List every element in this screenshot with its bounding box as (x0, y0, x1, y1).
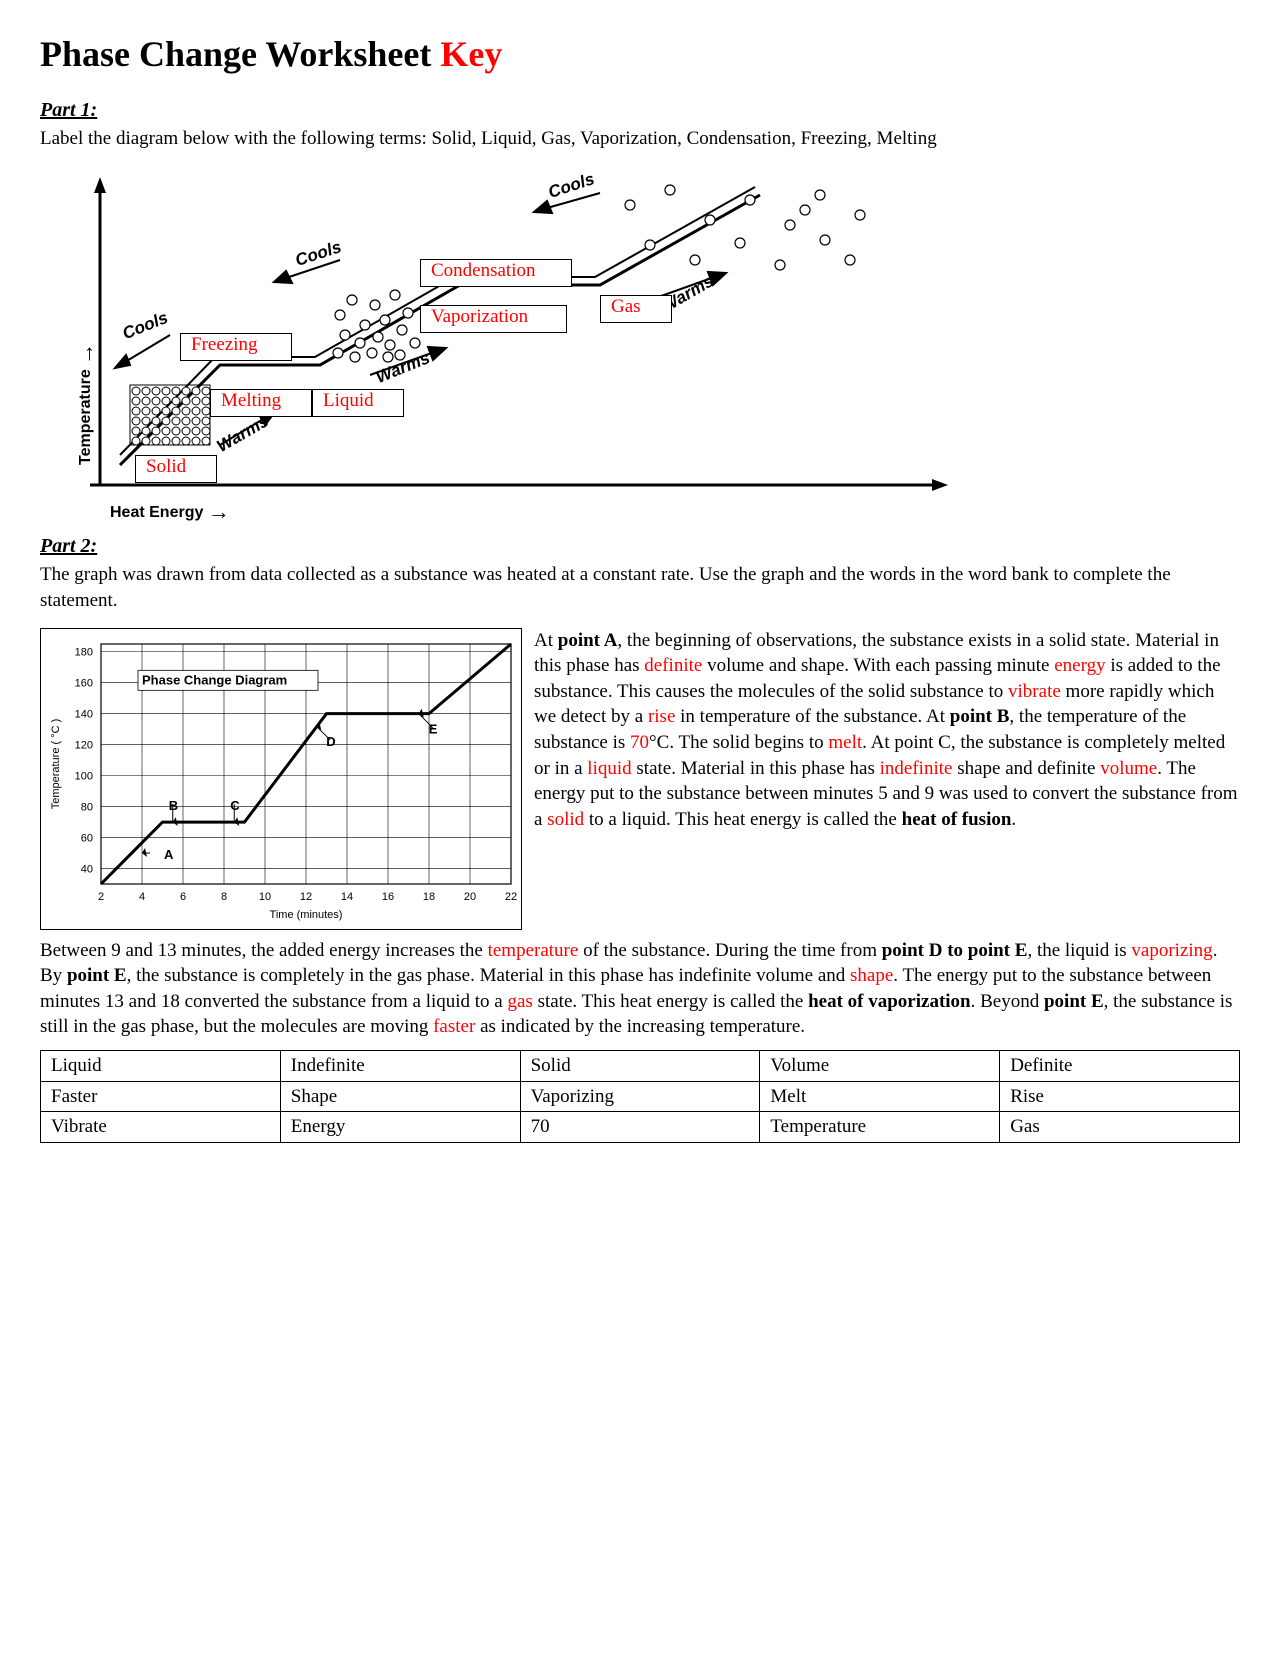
svg-text:12: 12 (300, 891, 312, 903)
svg-text:B: B (169, 798, 178, 813)
svg-text:100: 100 (75, 770, 93, 782)
svg-text:16: 16 (382, 891, 394, 903)
title-key: Key (440, 34, 502, 74)
word-bank-cell: Liquid (41, 1051, 281, 1082)
svg-text:140: 140 (75, 708, 93, 720)
word-bank-cell: Vaporizing (520, 1081, 760, 1112)
svg-text:40: 40 (81, 863, 93, 875)
part1-instruction: Label the diagram below with the followi… (40, 126, 1240, 152)
part2-intro: The graph was drawn from data collected … (40, 562, 1240, 613)
word-bank-table: LiquidIndefiniteSolidVolumeDefiniteFaste… (40, 1050, 1240, 1143)
svg-text:22: 22 (505, 891, 517, 903)
label-gas: Gas (600, 295, 672, 323)
phase-diagram-1: Temperature → Heat Energy → Cools Warms … (40, 165, 960, 525)
svg-text:160: 160 (75, 677, 93, 689)
diagram1-x-axis: Heat Energy → (110, 495, 230, 525)
label-solid: Solid (135, 455, 217, 483)
title-main: Phase Change Worksheet (40, 34, 440, 74)
part2-paragraph-bottom: Between 9 and 13 minutes, the added ener… (40, 938, 1240, 1041)
svg-text:Phase Change Diagram: Phase Change Diagram (142, 672, 287, 687)
word-bank-cell: Energy (280, 1112, 520, 1143)
word-bank-cell: Vibrate (41, 1112, 281, 1143)
part2-heading: Part 2: (40, 533, 1240, 560)
svg-text:2: 2 (98, 891, 104, 903)
svg-text:18: 18 (423, 891, 435, 903)
word-bank-cell: Temperature (760, 1112, 1000, 1143)
svg-text:C: C (230, 798, 240, 813)
svg-text:Temperature ( °C ): Temperature ( °C ) (50, 718, 62, 809)
svg-text:6: 6 (180, 891, 186, 903)
part1-heading: Part 1: (40, 97, 1240, 124)
svg-text:8: 8 (221, 891, 227, 903)
word-bank-cell: Indefinite (280, 1051, 520, 1082)
word-bank-cell: Rise (1000, 1081, 1240, 1112)
label-vaporization: Vaporization (420, 305, 567, 333)
svg-text:Time (minutes): Time (minutes) (270, 909, 343, 921)
svg-text:D: D (326, 734, 335, 749)
svg-text:10: 10 (259, 891, 271, 903)
label-condensation: Condensation (420, 259, 572, 287)
svg-text:180: 180 (75, 646, 93, 658)
svg-text:120: 120 (75, 739, 93, 751)
label-freezing: Freezing (180, 333, 292, 361)
svg-text:80: 80 (81, 801, 93, 813)
svg-text:60: 60 (81, 832, 93, 844)
label-melting: Melting (210, 389, 312, 417)
diagram1-y-axis: Temperature → (68, 343, 98, 465)
word-bank-cell: 70 (520, 1112, 760, 1143)
svg-text:20: 20 (464, 891, 476, 903)
svg-text:E: E (429, 721, 438, 736)
word-bank-cell: Faster (41, 1081, 281, 1112)
part2-paragraph-right: At point A, the beginning of observation… (534, 628, 1240, 833)
word-bank-cell: Melt (760, 1081, 1000, 1112)
phase-change-chart: 2 4 6 8 10 12 14 16 18 20 22 40 60 80 100 120 140 160 180 P… (40, 628, 522, 930)
word-bank-cell: Definite (1000, 1051, 1240, 1082)
page-title: Phase Change Worksheet Key (40, 30, 1240, 79)
word-bank-cell: Shape (280, 1081, 520, 1112)
svg-text:4: 4 (139, 891, 145, 903)
table-row: VibrateEnergy70TemperatureGas (41, 1112, 1240, 1143)
table-row: LiquidIndefiniteSolidVolumeDefinite (41, 1051, 1240, 1082)
label-liquid: Liquid (312, 389, 404, 417)
svg-text:A: A (164, 847, 174, 862)
table-row: FasterShapeVaporizingMeltRise (41, 1081, 1240, 1112)
word-bank-cell: Solid (520, 1051, 760, 1082)
svg-text:14: 14 (341, 891, 353, 903)
word-bank-cell: Volume (760, 1051, 1000, 1082)
word-bank-cell: Gas (1000, 1112, 1240, 1143)
